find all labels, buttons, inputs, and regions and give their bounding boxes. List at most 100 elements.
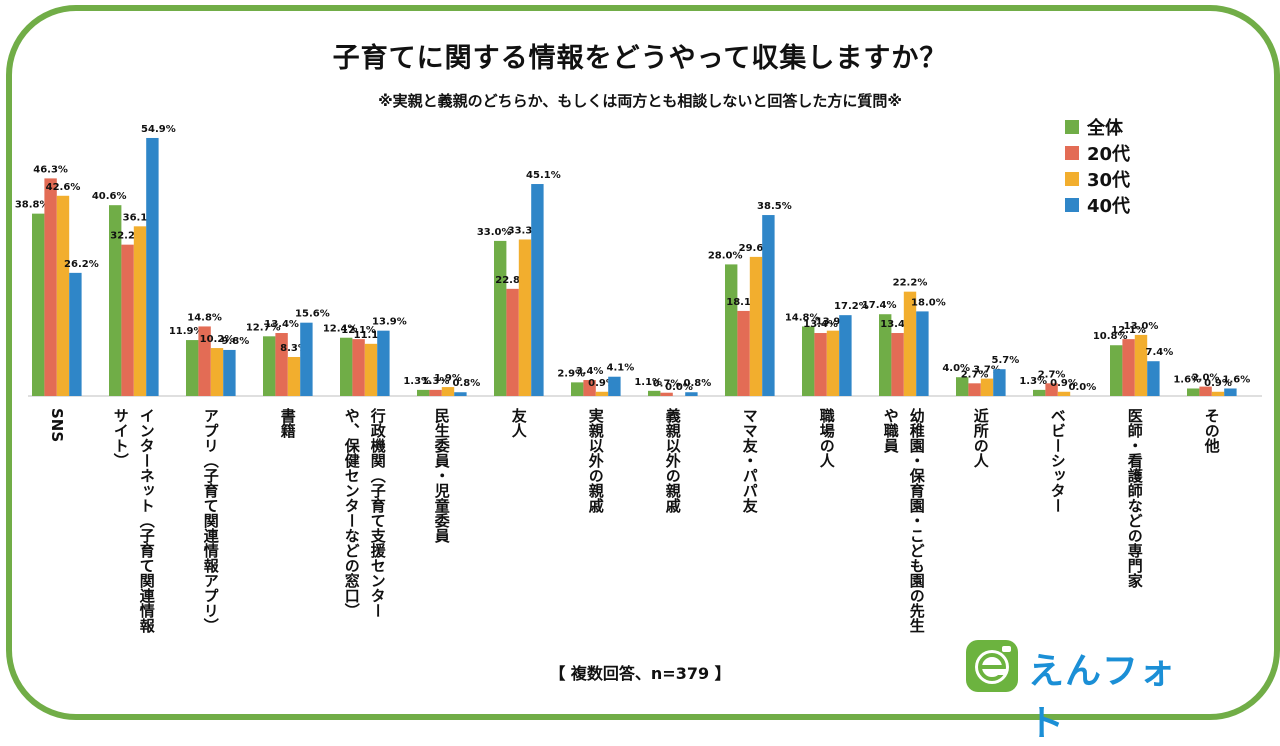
data-label: 54.9%: [141, 124, 176, 135]
data-label: 1.6%: [1223, 374, 1251, 385]
bar: [263, 336, 275, 396]
bar: [660, 393, 672, 396]
bar: [454, 392, 466, 396]
bar: [648, 391, 660, 396]
category-label: 民生委員・児童委員: [433, 408, 451, 544]
legend-label: 全体: [1086, 117, 1124, 139]
category-label: 書籍: [279, 407, 297, 439]
data-label: 38.8%: [15, 200, 50, 211]
data-label: 42.6%: [46, 182, 81, 193]
legend-swatch: [1065, 172, 1079, 186]
bar: [69, 273, 81, 396]
bar: [57, 196, 69, 396]
bar: [134, 226, 146, 396]
data-label: 4.1%: [607, 363, 635, 374]
data-label: 38.5%: [757, 201, 792, 212]
bar: [288, 357, 300, 396]
data-label: 7.4%: [1146, 347, 1174, 358]
bar: [916, 311, 928, 396]
bar: [802, 326, 814, 396]
data-label: 17.4%: [862, 300, 897, 311]
bar: [44, 178, 56, 396]
data-label: 0.8%: [684, 378, 712, 389]
bar: [352, 339, 364, 396]
bar: [1147, 361, 1159, 396]
bar: [685, 392, 697, 396]
bar: [814, 333, 826, 396]
category-label: や職員: [882, 408, 900, 454]
data-label: 11.9%: [169, 326, 204, 337]
category-label: アプリ（子育て関連情報アプリ）: [202, 408, 220, 633]
bar: [608, 377, 620, 396]
bar: [762, 215, 774, 396]
bar: [891, 333, 903, 396]
data-label: 45.1%: [526, 170, 561, 181]
bar: [1187, 388, 1199, 396]
bar: [417, 390, 429, 396]
bar: [223, 350, 235, 396]
data-label: 13.4%: [264, 319, 299, 330]
bar: [340, 338, 352, 396]
data-label: 46.3%: [33, 164, 68, 175]
data-label: 15.6%: [295, 309, 330, 320]
category-label: 友人: [510, 407, 528, 438]
category-label: 職場の人: [818, 407, 836, 468]
data-label: 33.0%: [477, 227, 512, 238]
bar: [1212, 392, 1224, 396]
bar: [1033, 390, 1045, 396]
category-label: 医師・看護師などの専門家: [1126, 408, 1144, 589]
category-label: 幼稚園・保育園・こども園の先生: [908, 407, 926, 633]
category-label: 実親以外の親戚: [587, 407, 605, 514]
data-label: 14.8%: [187, 312, 222, 323]
legend-label: 40代: [1087, 196, 1130, 217]
data-label: 0.8%: [453, 378, 481, 389]
bar: [1224, 388, 1236, 396]
bar: [146, 138, 158, 396]
category-label: サイト）: [112, 408, 130, 468]
data-label: 3.4%: [576, 366, 604, 377]
bar: [519, 239, 531, 396]
legend-swatch: [1065, 198, 1079, 212]
data-label: 5.7%: [992, 355, 1020, 366]
bar: [981, 379, 993, 396]
bar: [32, 214, 44, 396]
data-label: 26.2%: [64, 259, 99, 270]
category-label: インターネット（子育て関連情報: [138, 408, 156, 634]
bar: [596, 392, 608, 396]
logo-e-icon: [966, 640, 1018, 692]
bar: [377, 331, 389, 396]
bar: [494, 241, 506, 396]
bar: [211, 348, 223, 396]
data-label: 13.0%: [1124, 321, 1159, 332]
data-label: 28.0%: [708, 250, 743, 261]
bar: [300, 323, 312, 396]
bar: [737, 311, 749, 396]
data-label: 22.2%: [893, 278, 928, 289]
sample-size-note: 【 複数回答、n=379 】: [470, 660, 810, 684]
bar: [121, 245, 133, 396]
bar: [750, 257, 762, 396]
category-label: 近所の人: [972, 407, 990, 468]
logo-text: えんフォト: [1028, 642, 1206, 746]
legend-swatch: [1065, 146, 1079, 160]
category-label: SNS: [48, 408, 66, 442]
category-label: ママ友・パパ友: [741, 408, 759, 514]
bar: [429, 390, 441, 396]
data-label: 13.9%: [372, 317, 407, 328]
category-label: ベビーシッター: [1049, 408, 1067, 513]
bar: [839, 315, 851, 396]
category-label: や、保健センターなどの窓口）: [343, 408, 361, 618]
bar: [827, 331, 839, 396]
bar: [186, 340, 198, 396]
data-label: 40.6%: [92, 191, 127, 202]
bar-chart: 38.8%46.3%42.6%26.2%SNS40.6%32.2%36.1%54…: [0, 0, 1280, 720]
category-label: 義親以外の親戚: [664, 407, 682, 514]
category-label: 行政機関（子育て支援センター: [369, 407, 387, 618]
legend-label: 30代: [1087, 170, 1130, 191]
bar: [506, 289, 518, 396]
data-label: 9.8%: [222, 336, 250, 347]
category-label: その他: [1203, 408, 1221, 454]
bar: [725, 264, 737, 396]
bar: [993, 369, 1005, 396]
legend-swatch: [1065, 120, 1079, 134]
